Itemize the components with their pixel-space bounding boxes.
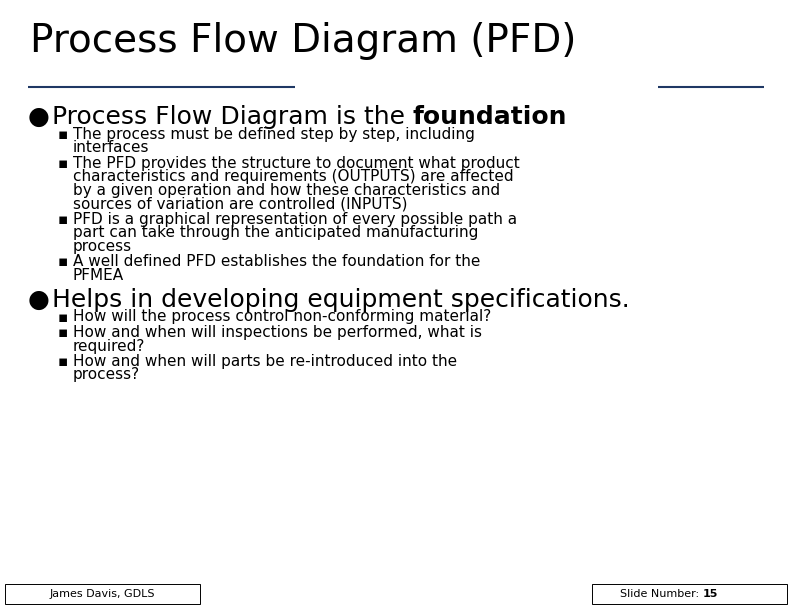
Text: ▪: ▪: [58, 325, 68, 340]
Text: James Davis, GDLS: James Davis, GDLS: [49, 589, 154, 599]
Text: interfaces: interfaces: [73, 141, 150, 155]
Text: ▪: ▪: [58, 127, 68, 142]
Text: PFD is a graphical representation of every possible path a: PFD is a graphical representation of eve…: [73, 212, 517, 227]
Text: ▪: ▪: [58, 310, 68, 324]
Text: Process Flow Diagram is the: Process Flow Diagram is the: [52, 105, 413, 129]
Text: foundation: foundation: [413, 105, 568, 129]
FancyBboxPatch shape: [592, 584, 787, 604]
Text: How and when will inspections be performed, what is: How and when will inspections be perform…: [73, 325, 482, 340]
FancyBboxPatch shape: [5, 584, 200, 604]
Text: part can take through the anticipated manufacturing: part can take through the anticipated ma…: [73, 225, 478, 241]
Text: ▪: ▪: [58, 354, 68, 369]
Text: ▪: ▪: [58, 255, 68, 269]
Text: ▪: ▪: [58, 212, 68, 227]
Text: Slide Number:: Slide Number:: [620, 589, 703, 599]
Text: required?: required?: [73, 338, 146, 354]
Text: A well defined PFD establishes the foundation for the: A well defined PFD establishes the found…: [73, 255, 481, 269]
Text: PFMEA: PFMEA: [73, 268, 124, 283]
Text: The PFD provides the structure to document what product: The PFD provides the structure to docume…: [73, 156, 520, 171]
Text: process: process: [73, 239, 132, 254]
Text: 15: 15: [703, 589, 718, 599]
Text: ●: ●: [28, 288, 50, 312]
Text: How and when will parts be re-introduced into the: How and when will parts be re-introduced…: [73, 354, 457, 369]
Text: ▪: ▪: [58, 156, 68, 171]
Text: by a given operation and how these characteristics and: by a given operation and how these chara…: [73, 183, 500, 198]
Text: Helps in developing equipment specifications.: Helps in developing equipment specificat…: [52, 288, 630, 312]
Text: sources of variation are controlled (INPUTS): sources of variation are controlled (INP…: [73, 196, 408, 212]
Text: ●: ●: [28, 105, 50, 129]
Text: The process must be defined step by step, including: The process must be defined step by step…: [73, 127, 475, 142]
Text: process?: process?: [73, 367, 140, 382]
Text: Process Flow Diagram (PFD): Process Flow Diagram (PFD): [30, 22, 577, 60]
Text: How will the process control non-conforming material?: How will the process control non-conform…: [73, 310, 491, 324]
Text: characteristics and requirements (OUTPUTS) are affected: characteristics and requirements (OUTPUT…: [73, 170, 514, 184]
